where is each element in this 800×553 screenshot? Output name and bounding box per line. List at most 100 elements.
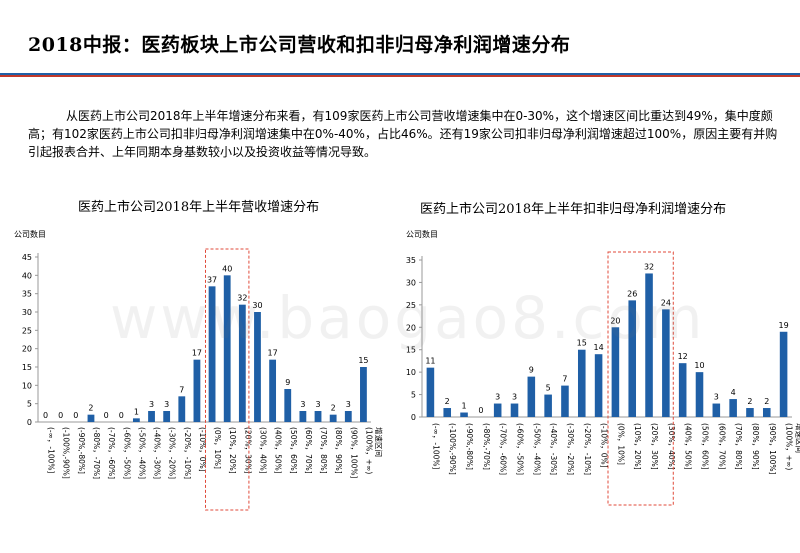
bar [544,394,552,417]
title-divider-red [0,75,800,77]
x-tick-label: (-70%，-60%] [107,427,116,479]
bar-value-label: 7 [562,375,567,384]
bar [299,411,307,422]
bar-value-label: 40 [222,264,232,273]
x-tick-label: (0%，10%] [616,423,625,465]
x-tick-label: (40%，50%] [274,427,283,474]
x-tick-label: (-∞，-100%] [47,427,56,474]
bar-value-label: 32 [237,294,247,303]
y-tick-label: 30 [406,278,416,287]
summary-paragraph: 从医药上市公司2018年上半年增速分布来看，有109家医药上市公司营收增速集中在… [28,109,778,159]
x-tick-label: (20%，30%] [650,423,659,470]
bar-value-label: 30 [252,301,262,310]
x-tick-label: (-10%，0%] [600,423,609,468]
bar-value-label: 3 [346,400,351,409]
y-tick-label: 0 [27,418,32,427]
x-tick-label: (90%，100%] [768,423,777,475]
bar [238,304,246,422]
bar-value-label: 24 [661,298,671,307]
bar-value-label: 3 [149,400,154,409]
bar-value-label: 5 [546,384,551,393]
bar-value-label: 0 [73,411,78,420]
bar [729,399,737,417]
x-tick-label: (-30%，-20%] [168,427,177,479]
x-axis-label: 增速区间 [795,423,800,453]
x-tick-label: (-∞，-100%] [431,423,440,470]
bar-value-label: 2 [331,404,336,413]
x-tick-label: (30%，40%] [258,427,267,474]
bar [460,412,468,417]
title-divider-blue [0,73,800,75]
bar [493,403,502,417]
bar-value-label: 20 [610,316,620,325]
bar-value-label: 19 [778,321,788,330]
revenue-growth-chart: 公司数目0510152025303540450(-∞，-100%]0(-100%… [14,229,384,511]
x-tick-label: (0%，10%] [213,427,222,469]
bar [678,363,687,417]
bar [443,408,452,417]
y-tick-label: 15 [22,363,32,372]
x-tick-label: (50%，60%] [701,423,710,470]
chart-title-revenue: 医药上市公司2018年上半年营收增速分布 [78,200,320,215]
x-tick-label: (-20%，-10%] [583,423,592,475]
chart-title-profit: 医药上市公司2018年上半年扣非归母净利润增速分布 [420,202,727,217]
x-tick-label: (60%，70%] [717,423,726,470]
x-tick-label: (-90%,-80%] [465,423,474,470]
x-tick-label: (-70%，-60%] [499,423,508,475]
x-tick-label: (-20%，-10%] [183,427,192,479]
x-tick-label: (10%，20%] [633,423,642,470]
bar [510,403,519,417]
bar [360,367,367,422]
bar-value-label: 26 [627,289,637,298]
x-tick-label: (40%，50%] [684,423,693,470]
y-tick-label: 5 [411,391,416,400]
bar [561,385,569,417]
highlight-box [205,248,250,511]
y-tick-label: 30 [22,308,32,317]
x-tick-label: (-100%,-90%] [448,423,457,475]
bar [163,411,171,422]
bar [254,312,261,422]
y-tick-label: 15 [406,346,416,355]
x-tick-label: (70%，80%] [734,423,743,470]
bar [695,372,704,417]
bar-value-label: 4 [731,388,736,397]
bar [269,359,277,422]
x-tick-label: (30%，40%] [667,423,676,470]
bar-value-label: 2 [747,397,752,406]
bar [314,411,322,422]
x-tick-label: (-40%，-30%] [549,423,558,475]
y-tick-label: 25 [406,301,416,310]
x-tick-label: (-60%，-50%] [516,423,525,475]
bar-value-label: 3 [164,400,169,409]
bar-value-label: 3 [512,393,517,402]
x-tick-label: (-80%，-70%] [92,427,101,479]
y-axis-label: 公司数目 [406,229,438,239]
bar-value-label: 3 [714,393,719,402]
bar-value-label: 15 [358,356,368,365]
bar [344,411,352,422]
y-tick-label: 45 [22,253,32,262]
x-tick-label: (-90%,-80%] [77,427,86,474]
bar [577,349,586,417]
y-tick-label: 35 [22,290,32,299]
x-tick-label: (50%，60%] [289,427,298,474]
x-tick-label: (20%，30%] [243,427,252,474]
x-tick-label: (80%，90%] [334,427,343,474]
bar [193,359,201,422]
bar-value-label: 17 [192,349,202,358]
bar-value-label: 0 [43,411,48,420]
y-tick-label: 5 [27,400,32,409]
bar [628,300,637,417]
y-tick-label: 20 [22,345,32,354]
profit-growth-chart: 公司数目0510152025303511(-∞，-100%]2(-100%,-9… [406,229,800,506]
x-tick-label: (80%，90%] [751,423,760,470]
bar-value-label: 15 [577,339,587,348]
x-tick-label: (-60%，-50%] [122,427,131,479]
x-tick-label: (60%，70%] [304,427,313,474]
bar-value-label: 3 [495,393,500,402]
bar-value-label: 2 [764,397,769,406]
bar [284,389,292,422]
bar [594,354,603,417]
x-tick-label: (-50%，-40%] [137,427,146,479]
